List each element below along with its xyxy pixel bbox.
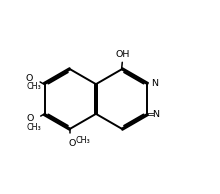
Text: CH₃: CH₃: [26, 82, 41, 91]
Text: N: N: [151, 79, 158, 88]
Text: N: N: [152, 110, 159, 119]
Text: =: =: [147, 110, 155, 119]
Text: O: O: [26, 74, 33, 82]
Text: CH₃: CH₃: [76, 136, 91, 145]
Text: O: O: [27, 114, 34, 123]
Text: CH₃: CH₃: [27, 123, 42, 132]
Text: OH: OH: [115, 50, 129, 59]
Text: O: O: [68, 139, 75, 147]
